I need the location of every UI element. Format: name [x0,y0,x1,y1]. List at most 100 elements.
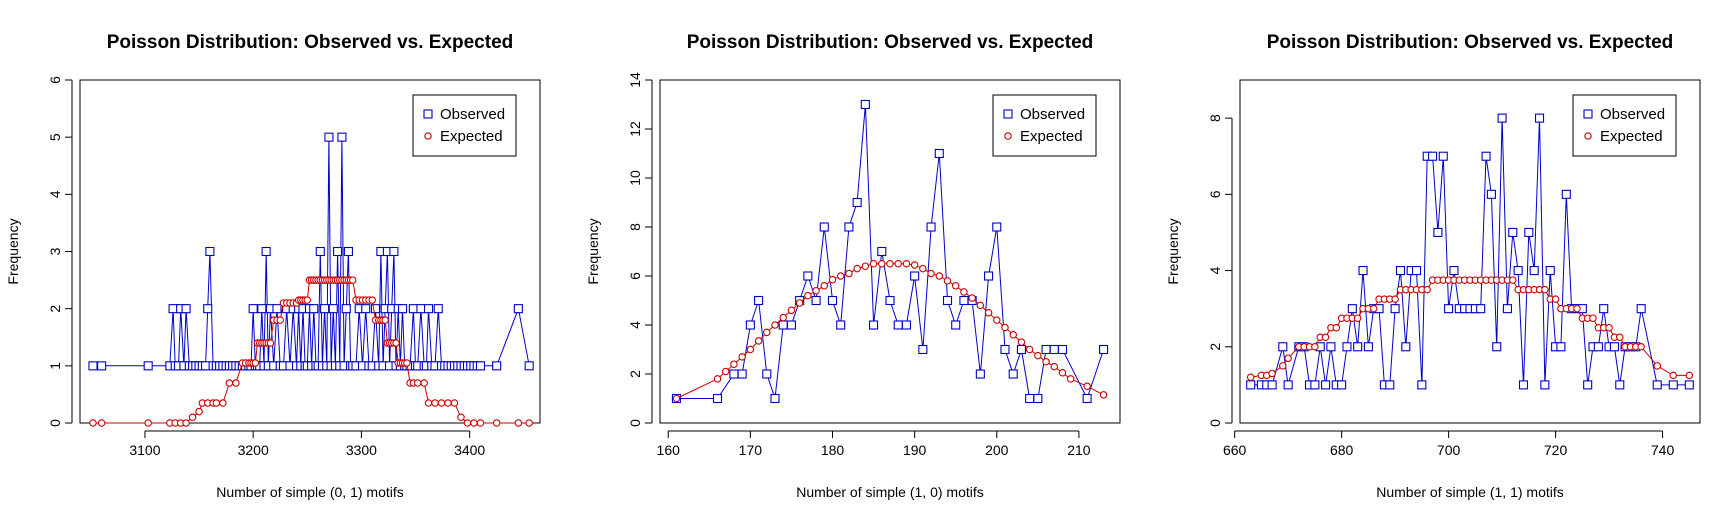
data-point-observed [819,222,829,232]
series-line-observed [93,137,530,367]
data-point-expected [225,379,234,387]
data-point-observed [324,132,334,142]
data-point-observed [1497,113,1507,123]
data-point-observed [1518,380,1529,390]
data-point-expected [276,316,284,324]
data-point-observed [860,99,870,110]
chart-panel-2: Poisson Distribution: Observed vs. Expec… [585,32,1121,500]
data-point-observed [992,222,1002,232]
legend-box [412,94,517,157]
data-point-observed [934,148,944,159]
plot-frame [659,79,1121,424]
data-point-expected [232,379,240,387]
legend-label-observed: Observed [1020,106,1085,123]
data-point-expected [1284,354,1292,362]
data-point-observed [343,246,353,257]
data-point-observed [926,222,936,232]
legend-box [992,94,1097,157]
data-point-observed [1310,380,1320,390]
data-point-observed [1395,266,1406,276]
data-point-observed [852,197,862,208]
data-point-expected [935,272,944,280]
data-point-observed [778,320,788,330]
x-tick-label: 200 [985,442,1009,458]
legend-marker-expected [1584,132,1592,140]
data-point-expected [182,419,190,427]
data-point-observed [248,304,258,314]
data-point-observed [1561,189,1571,199]
data-point-observed [1041,344,1051,355]
x-tick-label: 180 [821,442,845,458]
data-point-observed [524,361,534,371]
data-point-expected [836,272,845,280]
y-tick-label: 3 [47,247,63,255]
data-point-expected [1017,338,1026,346]
data-point-observed [328,304,338,314]
data-point-expected [754,337,763,345]
x-tick-label: 190 [903,442,927,458]
data-point-observed [1524,227,1534,237]
data-point-observed [1246,380,1256,390]
y-axis-label: Frequency [5,218,21,284]
data-point-expected [251,359,260,367]
data-point-expected [984,308,993,317]
data-point-observed [745,320,755,330]
legend: Observed Expected [992,94,1097,157]
data-point-expected [476,419,485,427]
data-point-expected [1669,371,1678,380]
data-point-expected [1423,285,1431,294]
data-point-expected [349,276,357,284]
data-point-observed [1486,189,1496,199]
data-point-observed [918,344,928,355]
data-point-expected [1042,357,1050,366]
data-point-expected [1573,304,1581,313]
data-point-observed [315,246,325,257]
y-tick-label: 6 [47,76,63,84]
y-tick-label: 2 [47,305,63,313]
data-point-expected [1034,351,1042,360]
data-point-expected [424,399,433,407]
data-point-observed [1652,380,1662,390]
data-point-expected [878,259,886,268]
x-tick-label: 740 [1651,442,1675,458]
data-point-expected [514,419,523,427]
data-point-expected [1009,331,1017,339]
data-point-expected [457,413,465,422]
data-point-observed [762,369,772,379]
data-point-expected [828,275,837,284]
y-tick-label: 6 [627,272,643,280]
legend-label-observed: Observed [440,106,505,123]
data-point-observed [1556,342,1566,352]
legend-label-observed: Observed [1600,106,1665,123]
data-point-observed [143,361,153,371]
data-point-observed [1353,342,1363,352]
data-point-observed [1033,393,1043,404]
legend-label-expected: Expected [1020,128,1083,145]
data-point-observed [257,304,267,314]
data-point-expected [1616,333,1624,341]
data-point-observed [1082,393,1092,404]
data-point-observed [1337,380,1347,390]
y-tick-label: 12 [627,121,643,137]
data-point-expected [763,328,771,337]
data-point-expected [188,413,197,422]
data-point-expected [381,316,389,324]
data-point-observed [811,295,821,306]
data-point-observed [1278,342,1288,352]
data-point-expected [195,407,203,416]
data-point-observed [1401,342,1411,352]
data-point-expected [470,419,478,427]
data-point-observed [1438,151,1448,161]
data-point-observed [97,361,107,371]
data-point-observed [844,222,854,232]
data-point-observed [1599,304,1609,314]
data-point-observed [1433,227,1443,237]
data-point-observed [1326,342,1336,352]
data-point-expected [1332,323,1341,332]
chart-title: Poisson Distribution: Observed vs. Expec… [687,32,1094,53]
data-point-observed [893,320,903,330]
y-tick-label: 2 [1207,343,1223,351]
data-point-expected [672,394,681,403]
data-point-observed [1049,344,1059,355]
data-point-observed [729,369,739,379]
